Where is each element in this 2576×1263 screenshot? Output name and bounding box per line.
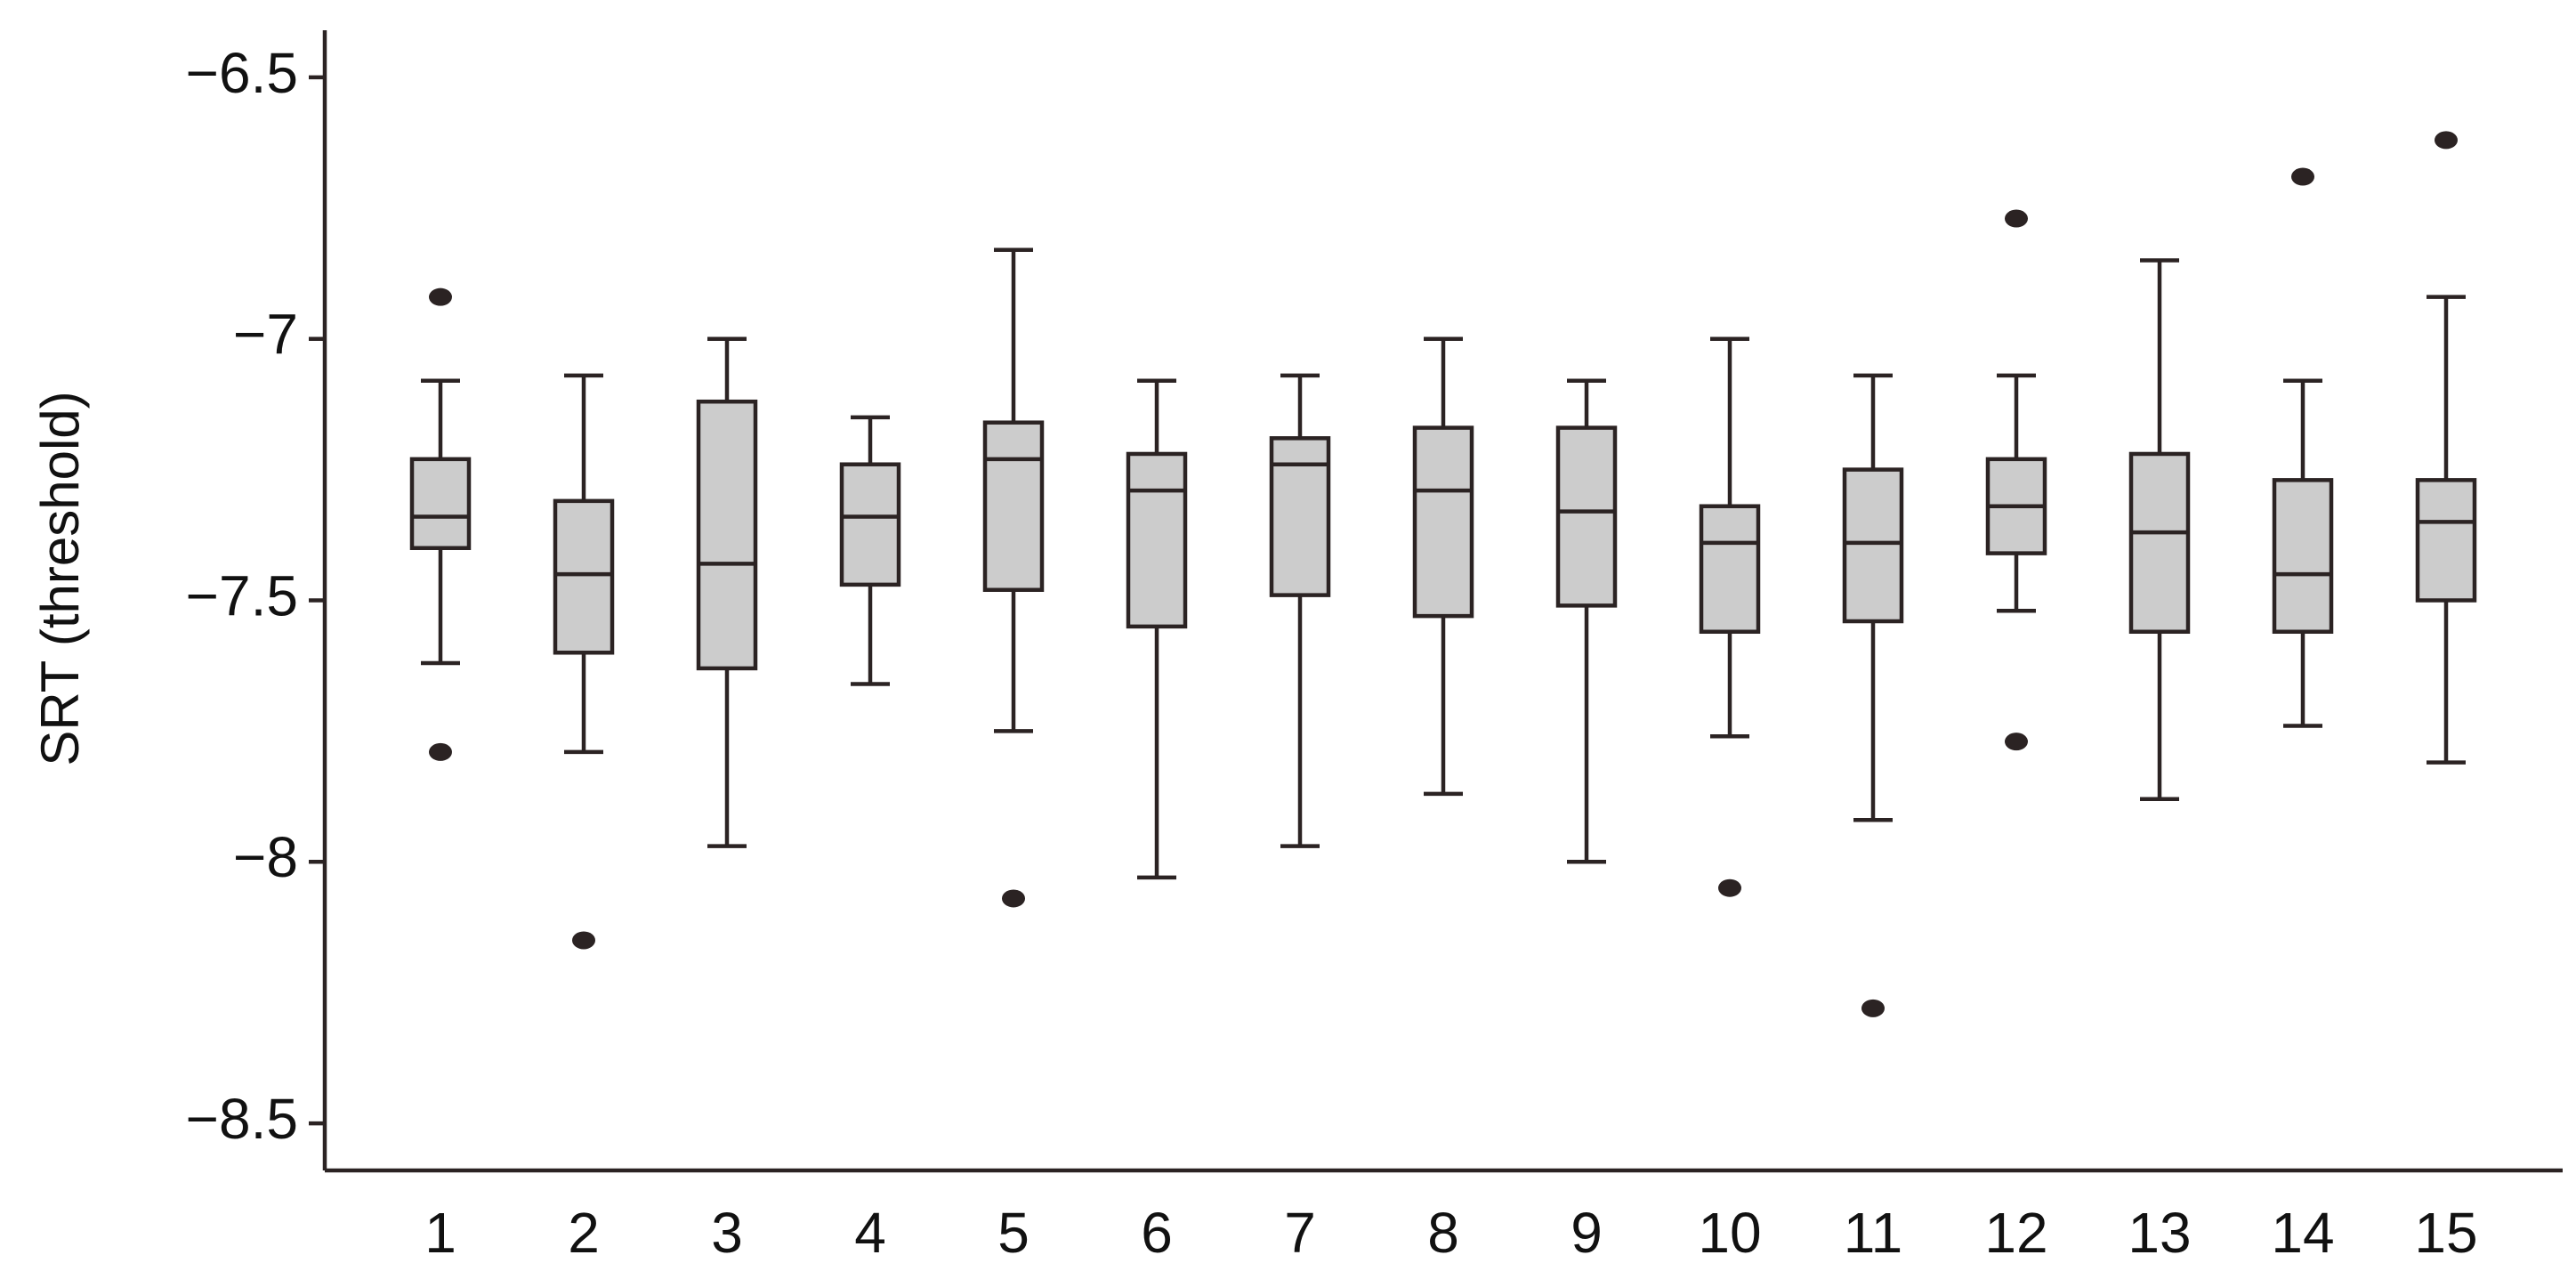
x-tick-label: 7: [1284, 1201, 1316, 1263]
x-tick-label: 4: [854, 1201, 886, 1263]
y-tick-label: −8: [233, 825, 298, 889]
outlier: [1002, 889, 1025, 908]
outlier: [429, 287, 452, 306]
outlier: [1861, 999, 1885, 1017]
y-tick-label: −6.5: [186, 41, 298, 105]
outlier: [2435, 131, 2458, 150]
box: [1555, 425, 1618, 608]
box: [1126, 451, 1188, 629]
box: [1699, 504, 1761, 635]
box: [2128, 451, 2191, 635]
x-tick-label: 10: [1698, 1201, 1761, 1263]
box: [696, 399, 758, 671]
x-tick-label: 11: [1844, 1201, 1902, 1263]
x-tick-label: 8: [1427, 1201, 1459, 1263]
x-tick-label: 15: [2414, 1201, 2477, 1263]
box: [1269, 436, 1331, 597]
outlier: [429, 742, 452, 761]
outlier: [2291, 167, 2314, 186]
box: [1412, 425, 1474, 619]
x-tick-label: 12: [1984, 1201, 2047, 1263]
x-tick-label: 13: [2128, 1201, 2191, 1263]
y-tick-label: −7.5: [186, 563, 298, 627]
box: [839, 462, 901, 587]
box: [2415, 478, 2477, 603]
x-tick-label: 5: [997, 1201, 1030, 1263]
box: [2272, 478, 2334, 635]
outlier: [2005, 733, 2028, 751]
x-tick-label: 9: [1571, 1201, 1603, 1263]
box: [1842, 467, 1904, 624]
x-tick-label: 2: [568, 1201, 600, 1263]
box: [553, 498, 615, 655]
x-tick-label: 3: [711, 1201, 743, 1263]
box: [982, 420, 1045, 592]
outlier: [1718, 878, 1741, 897]
x-tick-label: 1: [424, 1201, 456, 1263]
outlier: [572, 931, 595, 950]
outlier: [2005, 209, 2028, 228]
y-axis-title: SRT (threshold): [30, 391, 90, 765]
y-tick-label: −8.5: [186, 1087, 298, 1151]
x-tick-label: 6: [1141, 1201, 1173, 1263]
box: [409, 457, 472, 550]
y-tick-label: −7: [233, 303, 298, 367]
x-tick-label: 14: [2271, 1201, 2334, 1263]
